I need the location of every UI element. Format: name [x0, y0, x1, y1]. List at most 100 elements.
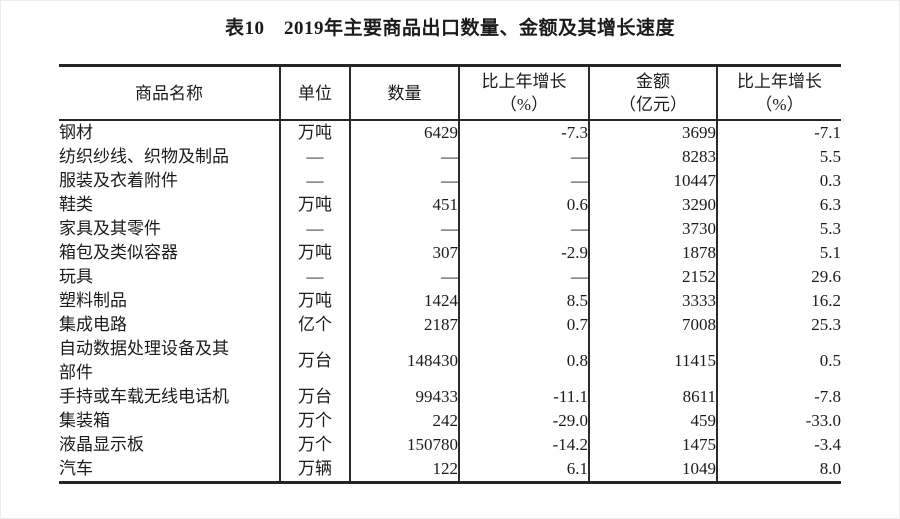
cell-commodity-name: 液晶显示板	[59, 433, 281, 457]
cell-commodity-name: 纺织纱线、织物及制品	[59, 145, 281, 169]
cell-unit: —	[280, 217, 351, 241]
cell-value-growth: 0.5	[819, 351, 841, 370]
cell-value-growth: 8.0	[819, 459, 841, 478]
cell-quantity: 99433	[350, 385, 460, 409]
cell-quantity-growth: —	[459, 169, 590, 193]
table-row: 自动数据处理设备及其 部件 万台 148430 0.8 11415 0.5	[59, 337, 841, 385]
col-header-sublabel: （%）	[755, 95, 804, 114]
cell-quantity-growth: -29.0	[459, 409, 590, 433]
col-header-quantity: 数量	[350, 65, 460, 121]
cell-value-growth: 6.3	[819, 195, 841, 214]
col-header-sublabel: （%）	[499, 95, 549, 114]
cell-unit: —	[280, 169, 351, 193]
cell-unit: 万台	[280, 385, 351, 409]
cell-quantity-growth: -7.3	[459, 120, 590, 145]
cell-unit: 亿个	[280, 313, 351, 337]
table-row: 箱包及类似容器 万吨 307 -2.9 1878 5.1	[59, 241, 841, 265]
table-title: 表10 2019年主要商品出口数量、金额及其增长速度	[224, 18, 675, 39]
cell-commodity-name: 汽车	[59, 457, 281, 483]
cell-commodity-name: 自动数据处理设备及其 部件	[59, 337, 281, 385]
cell-quantity: 2187	[350, 313, 460, 337]
cell-value: 10447	[589, 169, 718, 193]
cell-value-growth: 29.6	[811, 267, 841, 286]
col-header-value: 金额 （亿元）	[589, 65, 718, 121]
cell-quantity: 150780	[350, 433, 460, 457]
cell-quantity: 6429	[350, 120, 460, 145]
cell-unit: 万个	[280, 409, 351, 433]
cell-value: 1878	[589, 241, 718, 265]
col-header-label: 比上年增长	[737, 72, 822, 91]
cell-unit: 万个	[280, 433, 351, 457]
cell-quantity-growth: 0.6	[459, 193, 590, 217]
cell-quantity: 1424	[350, 289, 460, 313]
cell-value: 11415	[589, 337, 718, 385]
cell-unit: 万台	[280, 337, 351, 385]
cell-commodity-name: 钢材	[59, 120, 281, 145]
cell-quantity: 148430	[350, 337, 460, 385]
cell-commodity-name: 塑料制品	[59, 289, 281, 313]
cell-unit: 万辆	[280, 457, 351, 483]
cell-quantity: 122	[350, 457, 460, 483]
col-header-unit: 单位	[280, 65, 351, 121]
cell-value: 7008	[589, 313, 718, 337]
cell-commodity-name: 集成电路	[59, 313, 281, 337]
table-body: 钢材 万吨 6429 -7.3 3699 -7.1 纺织纱线、织物及制品 — —…	[59, 120, 841, 483]
cell-quantity-growth: —	[459, 217, 590, 241]
table-row: 塑料制品 万吨 1424 8.5 3333 16.2	[59, 289, 841, 313]
col-header-label: 数量	[387, 83, 422, 103]
cell-quantity-growth: 6.1	[459, 457, 590, 483]
table-row: 手持或车载无线电话机 万台 99433 -11.1 8611 -7.8	[59, 385, 841, 409]
col-header-label: 商品名称	[135, 83, 203, 103]
cell-value: 1049	[589, 457, 718, 483]
cell-value-growth: -7.8	[814, 387, 841, 406]
cell-value-growth: -7.1	[814, 123, 841, 142]
cell-quantity-growth: 8.5	[459, 289, 590, 313]
table-row: 液晶显示板 万个 150780 -14.2 1475 -3.4	[59, 433, 841, 457]
cell-quantity-growth: -14.2	[459, 433, 590, 457]
cell-value: 3333	[589, 289, 718, 313]
cell-commodity-name: 集装箱	[59, 409, 281, 433]
cell-quantity-growth: —	[459, 145, 590, 169]
cell-value: 2152	[589, 265, 718, 289]
cell-value-growth: 5.5	[819, 147, 841, 166]
cell-quantity: 242	[350, 409, 460, 433]
cell-quantity-growth: 0.7	[459, 313, 590, 337]
cell-quantity: 451	[350, 193, 460, 217]
col-header-label: 金额	[636, 72, 670, 91]
cell-value-growth: 5.1	[819, 243, 841, 262]
cell-value: 3699	[589, 120, 718, 145]
table-row: 汽车 万辆 122 6.1 1049 8.0	[59, 457, 841, 483]
table-row: 集成电路 亿个 2187 0.7 7008 25.3	[59, 313, 841, 337]
cell-unit: 万吨	[280, 120, 351, 145]
cell-quantity-growth: -11.1	[459, 385, 590, 409]
col-header-label: 单位	[298, 83, 332, 103]
table-row: 集装箱 万个 242 -29.0 459 -33.0	[59, 409, 841, 433]
cell-quantity-growth: —	[459, 265, 590, 289]
cell-value-growth: 25.3	[811, 315, 841, 334]
cell-value-growth: 5.3	[819, 219, 841, 238]
cell-value: 8611	[589, 385, 718, 409]
cell-value: 8283	[589, 145, 718, 169]
col-header-commodity-name: 商品名称	[59, 65, 281, 121]
cell-value: 459	[589, 409, 718, 433]
cell-commodity-name: 箱包及类似容器	[59, 241, 281, 265]
cell-commodity-name: 家具及其零件	[59, 217, 281, 241]
cell-value: 3730	[589, 217, 718, 241]
table-row: 服装及衣着附件 — — — 10447 0.3	[59, 169, 841, 193]
cell-value: 1475	[589, 433, 718, 457]
table-row: 纺织纱线、织物及制品 — — — 8283 5.5	[59, 145, 841, 169]
cell-commodity-name: 服装及衣着附件	[59, 169, 281, 193]
cell-quantity-growth: -2.9	[459, 241, 590, 265]
cell-value-growth: -3.4	[814, 435, 841, 454]
cell-value-growth: 16.2	[811, 291, 841, 310]
table-row: 钢材 万吨 6429 -7.3 3699 -7.1	[59, 120, 841, 145]
table-row: 鞋类 万吨 451 0.6 3290 6.3	[59, 193, 841, 217]
cell-quantity: —	[350, 265, 460, 289]
cell-quantity: —	[350, 169, 460, 193]
table-row: 家具及其零件 — — — 3730 5.3	[59, 217, 841, 241]
col-header-sublabel: （亿元）	[619, 95, 687, 114]
table-row: 玩具 — — — 2152 29.6	[59, 265, 841, 289]
col-header-quantity-growth: 比上年增长 （%）	[459, 65, 590, 121]
cell-quantity: 307	[350, 241, 460, 265]
